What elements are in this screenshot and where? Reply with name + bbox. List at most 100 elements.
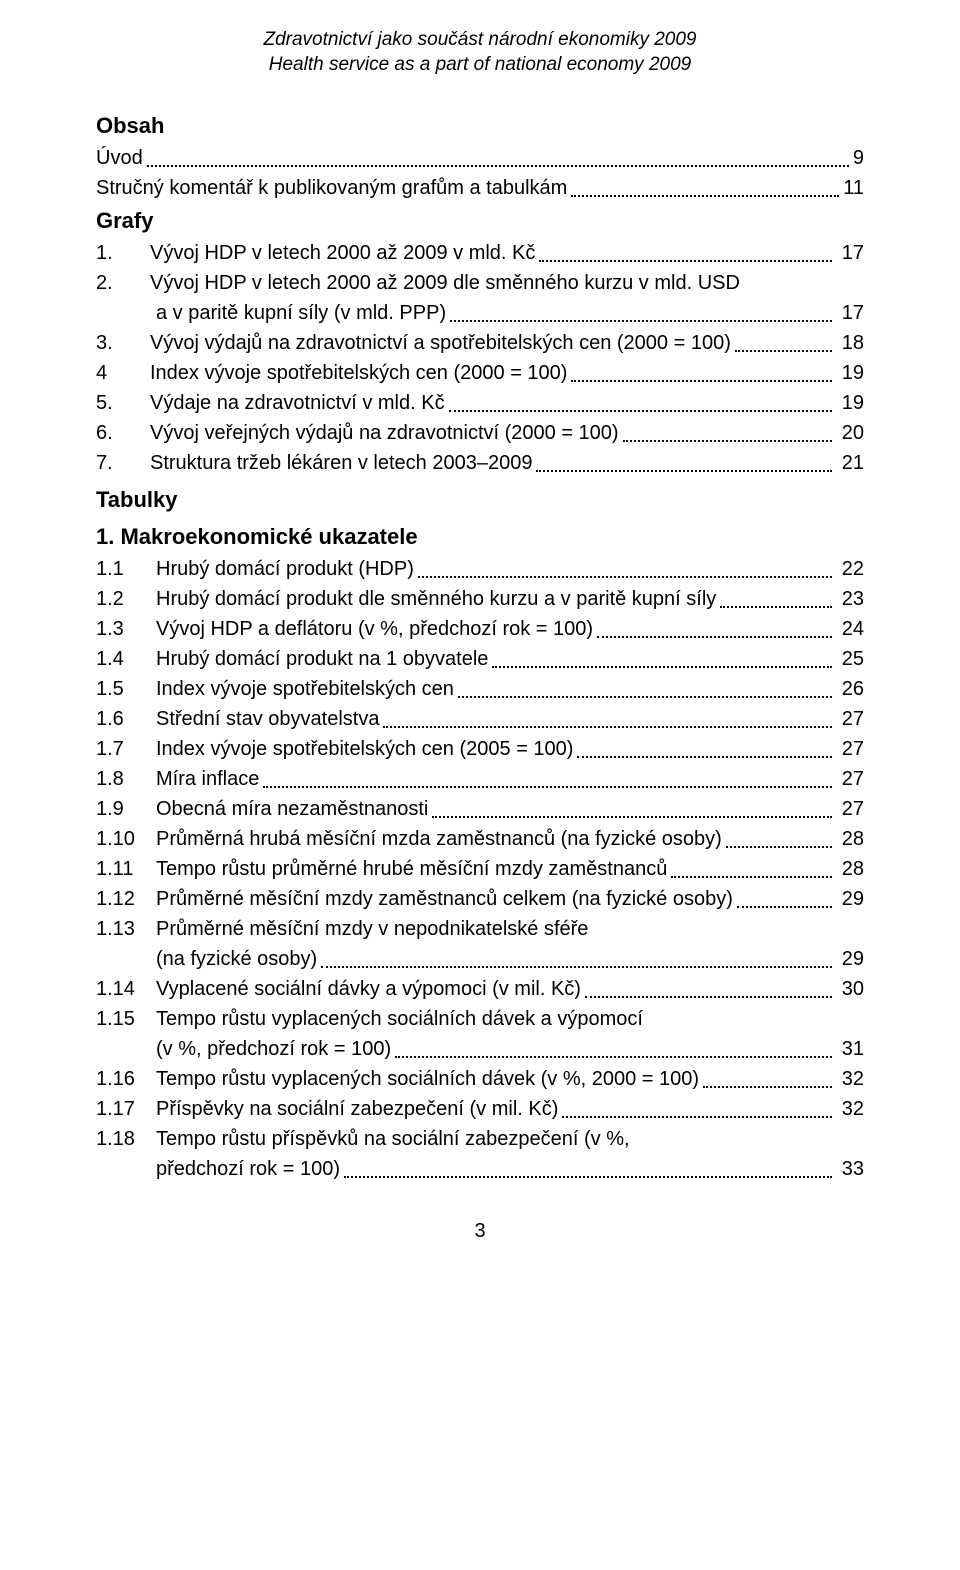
section-grafy: Grafy — [96, 206, 864, 237]
toc-num: 6. — [96, 419, 150, 447]
toc-page: 30 — [836, 975, 864, 1003]
toc-page: 29 — [836, 885, 864, 913]
leader-dots — [571, 195, 839, 197]
toc-page: 17 — [836, 299, 864, 327]
toc-row-uvod: Úvod 9 — [96, 144, 864, 172]
toc-num: 1.6 — [96, 705, 156, 733]
toc-label: Průměrné měsíční mzdy zaměstnanců celkem… — [156, 885, 733, 913]
header-line-2: Health service as a part of national eco… — [96, 53, 864, 78]
toc-page: 19 — [836, 359, 864, 387]
toc-row: 1.1Hrubý domácí produkt (HDP) 22 — [96, 555, 864, 583]
section-makro: 1. Makroekonomické ukazatele — [96, 522, 864, 553]
toc-num: 1.18 — [96, 1125, 156, 1153]
leader-dots — [450, 320, 832, 322]
toc-num: 7. — [96, 449, 150, 477]
leader-dots — [536, 470, 832, 472]
toc-row: 1.8Míra inflace 27 — [96, 765, 864, 793]
toc-label: Tempo růstu příspěvků na sociální zabezp… — [156, 1125, 630, 1153]
leader-dots — [726, 846, 832, 848]
leader-dots — [735, 350, 832, 352]
toc-row: 2.Vývoj HDP v letech 2000 až 2009 dle sm… — [96, 269, 864, 297]
toc-label: Struktura tržeb lékáren v letech 2003–20… — [150, 449, 532, 477]
toc-page: 9 — [853, 144, 864, 172]
toc-label: Vývoj výdajů na zdravotnictví a spotřebi… — [150, 329, 731, 357]
toc-page: 27 — [836, 795, 864, 823]
toc-row: 1.13Průměrné měsíční mzdy v nepodnikatel… — [96, 915, 864, 943]
toc-label: Vyplacené sociální dávky a výpomoci (v m… — [156, 975, 581, 1003]
toc-page: 25 — [836, 645, 864, 673]
toc-row: 1.9Obecná míra nezaměstnanosti 27 — [96, 795, 864, 823]
toc-num: 1.17 — [96, 1095, 156, 1123]
leader-dots — [418, 576, 832, 578]
grafy-list: 1.Vývoj HDP v letech 2000 až 2009 v mld.… — [96, 239, 864, 477]
toc-row: 1.17Příspěvky na sociální zabezpečení (v… — [96, 1095, 864, 1123]
leader-dots — [449, 410, 833, 412]
leader-dots — [383, 726, 832, 728]
toc-label: Vývoj HDP v letech 2000 až 2009 v mld. K… — [150, 239, 535, 267]
page-number: 3 — [96, 1217, 864, 1245]
toc-page: 11 — [843, 174, 864, 202]
leader-dots — [458, 696, 832, 698]
toc-num: 1.9 — [96, 795, 156, 823]
toc-row: 1.10Průměrná hrubá měsíční mzda zaměstna… — [96, 825, 864, 853]
toc-num: 1.12 — [96, 885, 156, 913]
toc-row: 1.2Hrubý domácí produkt dle směnného kur… — [96, 585, 864, 613]
toc-row: 1.7Index vývoje spotřebitelských cen (20… — [96, 735, 864, 763]
makro-list: 1.1Hrubý domácí produkt (HDP) 221.2Hrubý… — [96, 555, 864, 1183]
toc-row: 1.3Vývoj HDP a deflátoru (v %, předchozí… — [96, 615, 864, 643]
toc-label: Úvod — [96, 144, 143, 172]
toc-page: 23 — [836, 585, 864, 613]
toc-num: 1.10 — [96, 825, 156, 853]
toc-label: Tempo růstu vyplacených sociálních dávek… — [156, 1005, 643, 1033]
leader-dots — [737, 906, 832, 908]
leader-dots — [321, 966, 832, 968]
toc-page: 26 — [836, 675, 864, 703]
toc-label: Příspěvky na sociální zabezpečení (v mil… — [156, 1095, 558, 1123]
toc-page: 21 — [836, 449, 864, 477]
toc-label: Index vývoje spotřebitelských cen (2000 … — [150, 359, 567, 387]
toc-row-cont: (na fyzické osoby) 29 — [96, 945, 864, 973]
toc-page: 33 — [836, 1155, 864, 1183]
page: Zdravotnictví jako součást národní ekono… — [0, 0, 960, 1285]
toc-label: Tempo růstu průměrné hrubé měsíční mzdy … — [156, 855, 667, 883]
toc-page: 28 — [836, 825, 864, 853]
toc-row-strucny: Stručný komentář k publikovaným grafům a… — [96, 174, 864, 202]
toc-num: 3. — [96, 329, 150, 357]
toc-num: 1.3 — [96, 615, 156, 643]
toc-label: Hrubý domácí produkt na 1 obyvatele — [156, 645, 488, 673]
toc-num: 1.16 — [96, 1065, 156, 1093]
toc-row-cont: (v %, předchozí rok = 100) 31 — [96, 1035, 864, 1063]
toc-row: 1.18Tempo růstu příspěvků na sociální za… — [96, 1125, 864, 1153]
leader-dots — [147, 165, 849, 167]
toc-page: 22 — [836, 555, 864, 583]
toc-label: Výdaje na zdravotnictví v mld. Kč — [150, 389, 445, 417]
leader-dots — [585, 996, 832, 998]
toc-page: 32 — [836, 1095, 864, 1123]
toc-label-cont: předchozí rok = 100) — [156, 1155, 340, 1183]
toc-num: 4 — [96, 359, 150, 387]
toc-row-cont: a v paritě kupní síly (v mld. PPP) 17 — [96, 299, 864, 327]
toc-row: 5.Výdaje na zdravotnictví v mld. Kč 19 — [96, 389, 864, 417]
header-line-1: Zdravotnictví jako součást národní ekono… — [96, 28, 864, 53]
leader-dots — [720, 606, 832, 608]
toc-label: Vývoj veřejných výdajů na zdravotnictví … — [150, 419, 619, 447]
toc-row: 1.11Tempo růstu průměrné hrubé měsíční m… — [96, 855, 864, 883]
leader-dots — [344, 1176, 832, 1178]
toc-page: 28 — [836, 855, 864, 883]
toc-row: 6.Vývoj veřejných výdajů na zdravotnictv… — [96, 419, 864, 447]
toc-row: 1.Vývoj HDP v letech 2000 až 2009 v mld.… — [96, 239, 864, 267]
toc-label: Tempo růstu vyplacených sociálních dávek… — [156, 1065, 699, 1093]
toc-num: 5. — [96, 389, 150, 417]
toc-page: 27 — [836, 765, 864, 793]
toc-page: 27 — [836, 705, 864, 733]
leader-dots — [432, 816, 832, 818]
toc-row: 1.5Index vývoje spotřebitelských cen 26 — [96, 675, 864, 703]
toc-row: 4Index vývoje spotřebitelských cen (2000… — [96, 359, 864, 387]
toc-num: 1.13 — [96, 915, 156, 943]
leader-dots — [703, 1086, 832, 1088]
toc-label: Vývoj HDP v letech 2000 až 2009 dle směn… — [150, 269, 740, 297]
toc-label: Hrubý domácí produkt (HDP) — [156, 555, 414, 583]
toc-row: 3.Vývoj výdajů na zdravotnictví a spotře… — [96, 329, 864, 357]
leader-dots — [492, 666, 832, 668]
toc-label: Index vývoje spotřebitelských cen (2005 … — [156, 735, 573, 763]
